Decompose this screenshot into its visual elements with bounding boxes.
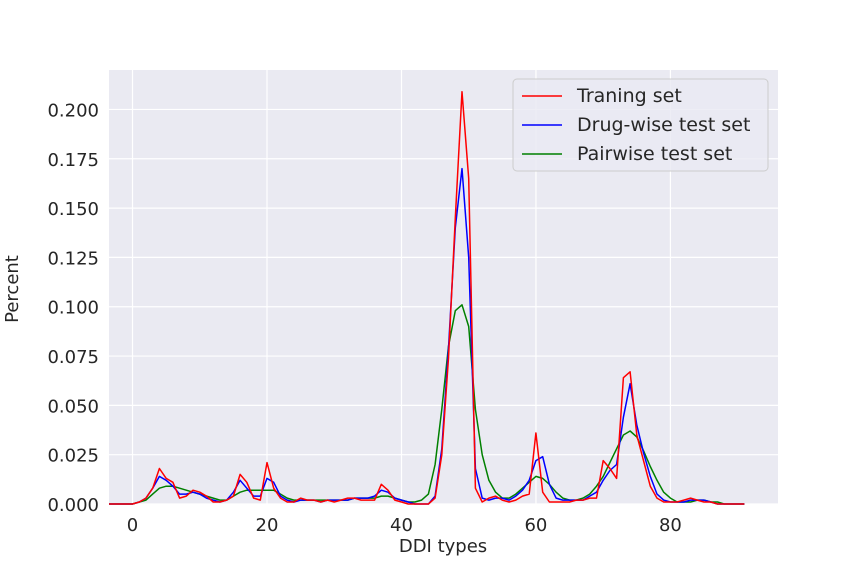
x-tick-label: 20 — [256, 515, 279, 536]
y-tick-label: 0.175 — [47, 150, 99, 171]
y-tick-labels: 0.000 0.025 0.050 0.075 0.100 0.125 0.150 0.175… — [47, 100, 99, 516]
x-axis-label: DDI types — [399, 536, 487, 557]
y-axis-label: Percent — [2, 255, 23, 323]
y-tick-label: 0.050 — [47, 396, 99, 417]
y-tick-label: 0.150 — [47, 199, 99, 220]
series-line-traning-set — [109, 90, 745, 505]
legend-label: Drug-wise test set — [577, 114, 750, 136]
x-tick-label: 80 — [659, 515, 682, 536]
series-layer — [109, 90, 745, 505]
y-tick-label: 0.075 — [47, 347, 99, 368]
y-tick-label: 0.200 — [47, 100, 99, 121]
x-tick-labels: 0 20 40 60 80 — [127, 515, 682, 536]
x-tick-label: 40 — [390, 515, 413, 536]
x-tick-label: 60 — [524, 515, 547, 536]
y-tick-label: 0.125 — [47, 248, 99, 269]
y-tick-label: 0.025 — [47, 446, 99, 467]
legend-label: Pairwise test set — [577, 143, 732, 165]
legend-label: Traning set — [576, 85, 682, 107]
y-tick-label: 0.000 — [47, 495, 99, 516]
x-tick-label: 0 — [127, 515, 138, 536]
legend-box — [512, 78, 769, 172]
legend: Traning set Drug-wise test set Pairwise te… — [512, 78, 769, 172]
grid-lines — [109, 70, 778, 505]
y-tick-label: 0.100 — [47, 298, 99, 319]
